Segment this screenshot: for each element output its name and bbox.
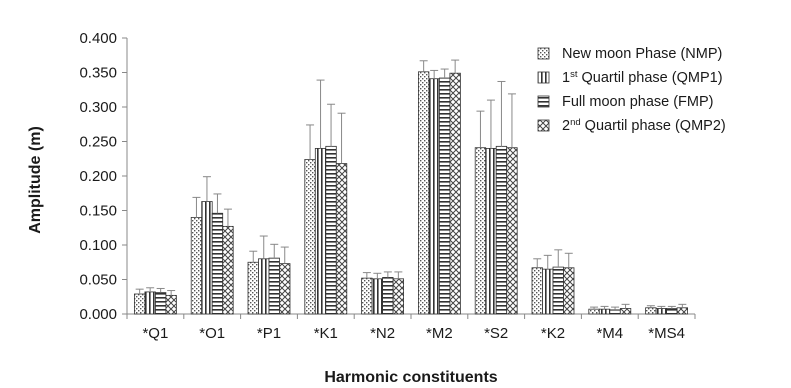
bar-dots-n2 — [361, 277, 373, 315]
bar-vlines-o1 — [201, 201, 213, 315]
plot-area: 0.000 0.050 0.100 0.150 0.200 0.250 0.300 0.350… — [27, 30, 696, 386]
bar-hlines-q1 — [154, 292, 167, 315]
bar-hlines-k1 — [325, 145, 337, 315]
legend: New moon Phase (NMP) 1st Quartil phase (Q… — [537, 46, 726, 135]
bar-crosshatch-p1 — [279, 263, 291, 315]
bar-dots-p1 — [247, 261, 259, 315]
bar-hlines-n2 — [382, 277, 394, 315]
x-tick-label: *Q1 — [142, 325, 168, 342]
bar-dots-s2 — [474, 147, 487, 315]
bar-vlines-s2 — [485, 147, 497, 315]
y-tick-label: 0.100 — [79, 237, 117, 254]
bar-vlines-ms4 — [655, 308, 667, 315]
bar-crosshatch-m4 — [619, 308, 632, 315]
bar-dots-k2 — [531, 267, 543, 315]
bar-vlines-n2 — [371, 278, 384, 315]
x-tick-label: *K1 — [314, 325, 338, 342]
bar-vlines-m4 — [598, 308, 611, 315]
bar-vlines-q1 — [144, 291, 156, 315]
bar-crosshatch-k2 — [563, 267, 575, 315]
y-tick-label: 0.400 — [79, 30, 117, 47]
x-axis-title: Harmonic constituents — [324, 369, 497, 386]
bar-crosshatch-ms4 — [676, 307, 688, 315]
bar-crosshatch-q1 — [165, 294, 177, 315]
bar-dots-k1 — [304, 159, 316, 315]
bar-hlines-p1 — [268, 257, 280, 315]
bar-vlines-p1 — [258, 258, 270, 315]
x-tick-label: *M4 — [596, 325, 623, 342]
y-tick-label: 0.250 — [79, 134, 117, 151]
x-tick-label: *O1 — [199, 325, 225, 342]
bar-crosshatch-n2 — [392, 278, 405, 315]
y-axis-title: Amplitude (m) — [27, 126, 44, 234]
bar-crosshatch-s2 — [506, 147, 518, 315]
x-tick-label: *K2 — [541, 325, 565, 342]
y-tick-label: 0.000 — [79, 306, 117, 323]
bar-hlines-m4 — [609, 309, 621, 315]
bar-crosshatch-o1 — [222, 225, 234, 315]
bar-hlines-m2 — [438, 77, 451, 315]
bar-dots-ms4 — [645, 307, 657, 315]
bar-hlines-k2 — [552, 266, 564, 315]
x-tick-label: *MS4 — [648, 325, 685, 342]
x-tick-label: *S2 — [484, 325, 508, 342]
x-tick-label: *P1 — [257, 325, 281, 342]
y-tick-label: 0.300 — [79, 99, 117, 116]
bar-vlines-k2 — [542, 268, 554, 315]
bar-dots-m2 — [417, 71, 430, 315]
bar-dots-m4 — [588, 308, 600, 315]
y-tick-label: 0.050 — [79, 272, 117, 289]
legend-swatch-hlines — [537, 95, 550, 108]
bar-dots-o1 — [190, 216, 203, 315]
legend-label: 2nd Quartil phase (QMP2) — [562, 117, 726, 135]
bar-dots-q1 — [133, 293, 146, 315]
y-tick-label: 0.150 — [79, 203, 117, 220]
bar-hlines-o1 — [211, 212, 224, 315]
y-tick-label: 0.350 — [79, 65, 117, 82]
x-tick-label: *M2 — [426, 325, 453, 342]
legend-label: 1st Quartil phase (QMP1) — [562, 69, 723, 87]
legend-swatch-crosshatch — [537, 119, 550, 132]
legend-swatch-dots — [537, 47, 550, 60]
legend-swatch-vlines — [537, 71, 550, 84]
bar-hlines-s2 — [495, 145, 508, 315]
bar-vlines-k1 — [314, 147, 327, 315]
bar-crosshatch-k1 — [335, 163, 348, 315]
legend-label: Full moon phase (FMP) — [562, 94, 714, 110]
legend-label: New moon Phase (NMP) — [562, 46, 722, 62]
bar-crosshatch-m2 — [449, 72, 461, 315]
bar-vlines-m2 — [428, 78, 440, 315]
x-tick-label: *N2 — [370, 325, 395, 342]
y-tick-label: 0.200 — [79, 168, 117, 185]
bar-hlines-ms4 — [666, 308, 678, 315]
